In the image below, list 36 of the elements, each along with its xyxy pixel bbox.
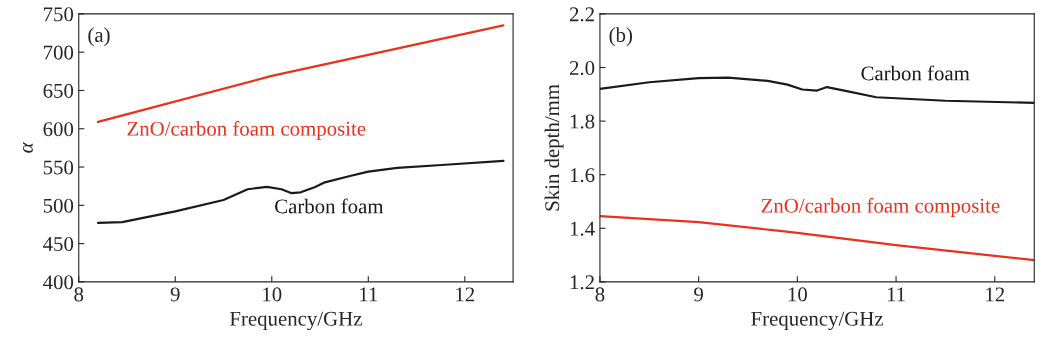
y-axis-title: α xyxy=(22,142,33,153)
y-tick-label: 450 xyxy=(43,236,74,252)
series-label: ZnO/carbon foam composite xyxy=(761,197,1000,217)
series-label: Carbon foam xyxy=(861,65,970,81)
x-tick-label: 8 xyxy=(74,287,84,302)
y-tick-label: 1.2 xyxy=(570,275,594,290)
x-axis-title: Frequency/GHz xyxy=(751,311,884,331)
series-label: Carbon foam xyxy=(275,198,384,214)
y-tick-label: 600 xyxy=(43,122,74,137)
y-tick-label: 2.2 xyxy=(569,7,594,22)
y-tick-label: 750 xyxy=(44,7,74,22)
line-series xyxy=(96,159,505,225)
x-tick-label: 8 xyxy=(595,287,605,302)
x-tick-label: 11 xyxy=(887,287,905,302)
x-tick-label: 12 xyxy=(986,287,1005,302)
y-tick-label: 500 xyxy=(43,198,74,213)
x-tick-label: 9 xyxy=(694,287,703,302)
y-axis-title: Skin depth/mm xyxy=(544,84,564,211)
y-tick-label: 1.4 xyxy=(570,221,595,236)
x-tick-label: 11 xyxy=(360,287,378,302)
y-tick-label: 1.6 xyxy=(570,168,595,183)
line-series xyxy=(599,215,1035,262)
series-label: ZnO/carbon foam composite xyxy=(127,120,366,140)
y-tick-label: 2.0 xyxy=(569,60,595,76)
y-tick-label: 550 xyxy=(43,160,74,175)
x-tick-label: 10 xyxy=(263,287,282,302)
y-tick-label: 1.8 xyxy=(570,114,595,129)
text: (a) xyxy=(88,27,110,47)
text: (b) xyxy=(609,27,632,47)
x-tick-label: 9 xyxy=(170,287,180,302)
y-tick-label: 650 xyxy=(43,83,74,98)
y-tick-label: 400 xyxy=(43,275,74,290)
y-tick-label: 700 xyxy=(44,45,74,60)
x-tick-label: 10 xyxy=(788,287,807,302)
x-axis-title: Frequency/GHz xyxy=(229,311,362,331)
x-tick-label: 12 xyxy=(456,287,475,302)
